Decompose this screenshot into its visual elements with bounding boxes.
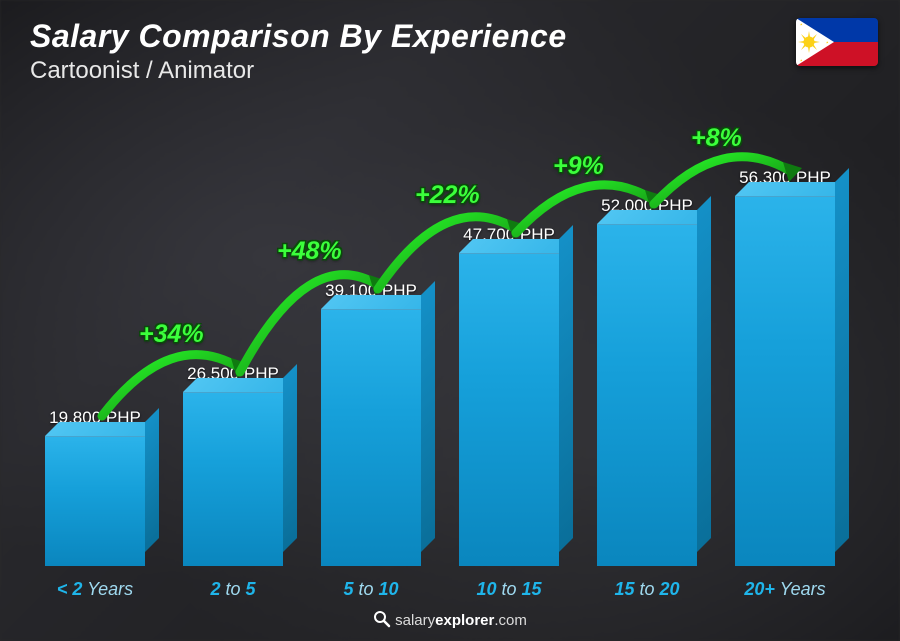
bar-top-face [183,378,297,392]
bar [735,196,835,566]
bar-top-face [45,422,159,436]
bar-slot-2: 39,100 PHP5 to 10 [306,100,436,566]
footer-text-3: .com [494,612,527,629]
increase-pct-label: +22% [415,181,480,210]
bar-category-label: 15 to 20 [577,579,717,600]
bar-front-face [45,436,145,566]
bar-top-face [321,295,435,309]
page-subtitle: Cartoonist / Animator [30,57,567,85]
bar-category-label: < 2 Years [25,579,165,600]
bar [459,253,559,566]
bar [597,224,697,566]
bar [45,436,145,566]
bar-front-face [597,224,697,566]
bar-side-face [697,196,711,552]
bar-side-face [421,281,435,552]
bar-front-face [459,253,559,566]
title-block: Salary Comparison By Experience Cartooni… [30,18,567,85]
flag-philippines [796,18,878,66]
bar-category-label: 10 to 15 [439,579,579,600]
bar-side-face [559,225,573,552]
increase-pct-label: +34% [139,320,204,349]
bar-top-face [735,182,849,196]
bar-category-label: 2 to 5 [163,579,303,600]
page-title: Salary Comparison By Experience [30,18,567,55]
bar-category-label: 5 to 10 [301,579,441,600]
bar-side-face [283,364,297,552]
bar-front-face [735,196,835,566]
increase-pct-label: +48% [277,237,342,266]
chart-area: 19,800 PHP< 2 Years26,500 PHP2 to 539,10… [30,100,850,566]
bar-category-label: 20+ Years [715,579,855,600]
bar-side-face [835,168,849,552]
bar-top-face [459,239,573,253]
bar [183,392,283,566]
footer-text-2: explorer [435,612,494,629]
magnifier-icon [373,610,391,628]
bar-slot-5: 56,300 PHP20+ Years [720,100,850,566]
increase-pct-label: +9% [553,152,604,181]
bar-side-face [145,408,159,552]
footer-brand: salaryexplorer.com [0,610,900,629]
bar-front-face [183,392,283,566]
bar-top-face [597,210,711,224]
bar [321,309,421,566]
footer-text-1: salary [395,612,435,629]
bar-front-face [321,309,421,566]
increase-pct-label: +8% [691,124,742,153]
